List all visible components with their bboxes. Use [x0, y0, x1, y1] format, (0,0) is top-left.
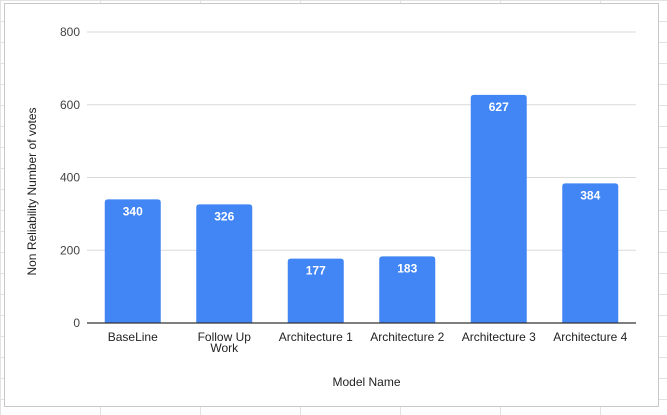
y-tick-label: 0 — [73, 316, 80, 330]
bar[interactable] — [196, 204, 253, 323]
bar-value-label: 627 — [489, 100, 509, 114]
y-tick-label: 600 — [60, 98, 80, 112]
y-tick-label: 400 — [60, 171, 80, 185]
bar-value-label: 183 — [397, 261, 417, 275]
bar-value-label: 384 — [580, 188, 600, 202]
x-tick-label: BaseLine — [108, 330, 158, 344]
bar-value-label: 340 — [123, 204, 143, 218]
x-axis-title: Model Name — [332, 375, 400, 389]
bar[interactable] — [104, 199, 161, 323]
bar-value-label: 177 — [306, 264, 326, 278]
x-tick-label: Architecture 2 — [370, 330, 444, 344]
x-tick-label: Architecture 3 — [462, 330, 536, 344]
bar[interactable] — [379, 256, 436, 323]
x-tick-label: Follow Up — [198, 330, 252, 344]
bar-value-label: 326 — [214, 209, 234, 223]
data-labels: 340 326 177 183 627 384 — [123, 100, 601, 278]
bar[interactable] — [287, 258, 344, 323]
y-tick-label: 200 — [60, 243, 80, 257]
bars — [104, 94, 619, 324]
x-tick-label: Architecture 4 — [553, 330, 627, 344]
bar[interactable] — [470, 94, 527, 324]
y-axis-title: Non Reliability Number of votes — [25, 107, 39, 275]
x-tick-label: Architecture 1 — [279, 330, 353, 344]
bar[interactable] — [562, 183, 619, 323]
y-tick-label: 800 — [60, 25, 80, 39]
gridlines — [87, 31, 636, 251]
y-axis-ticks: 0 200 400 600 800 — [60, 25, 80, 330]
x-tick-label: Work — [210, 341, 239, 355]
